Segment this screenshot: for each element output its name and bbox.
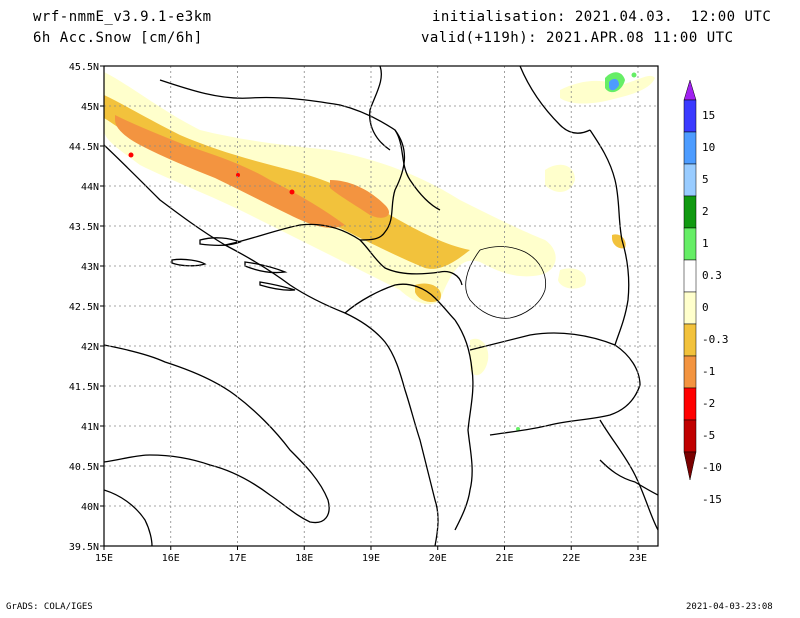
lon-label: 19E (362, 553, 380, 564)
snow-extreme-spot (289, 189, 295, 195)
colorbar-label: 10 (702, 141, 715, 154)
colorbar-label: -15 (702, 493, 722, 506)
colorbar-label: 15 (702, 109, 715, 122)
border-albania-east (454, 319, 474, 531)
valid-time: valid(+119h): 2021.APR.08 11:00 UTC (421, 30, 734, 46)
lat-label: 45N (81, 102, 99, 113)
italy-coast (104, 344, 330, 524)
lon-label: 15E (95, 553, 113, 564)
colorbar-swatch (683, 323, 697, 357)
colorbar-arrow-top (683, 79, 697, 101)
colorbar-label: 0.3 (702, 269, 722, 282)
graticule (104, 66, 658, 546)
lon-label: 18E (295, 553, 313, 564)
lon-label: 23E (629, 553, 647, 564)
border-serbia (359, 129, 406, 241)
lat-label: 43.5N (69, 222, 99, 233)
grads-credit: GrADS: COLA/IGES (6, 602, 93, 612)
model-title: wrf-nmmE_v3.9.1-e3km (33, 9, 212, 25)
colorbar-swatch (683, 355, 697, 389)
border-greece (599, 419, 658, 531)
island (244, 261, 288, 274)
snow-extreme-spot (236, 173, 240, 177)
lat-label: 39.5N (69, 542, 99, 553)
colorbar-label: -1 (702, 365, 715, 378)
colorbar-label: -2 (702, 397, 715, 410)
snow-light-south (470, 338, 489, 376)
initialisation-time: initialisation: 2021.04.03. 12:00 UTC (432, 9, 772, 25)
italy-heel (104, 489, 153, 546)
lat-label: 42N (81, 342, 99, 353)
colorbar-label: 0 (702, 301, 709, 314)
snow-field (104, 72, 655, 431)
border-serbia-bulgaria (589, 129, 630, 346)
colorbar-label: -10 (702, 461, 722, 474)
lat-label: 40N (81, 502, 99, 513)
border-croatia-bosnia (159, 79, 441, 211)
snow-moderate-area (104, 95, 470, 269)
colorbar: 15 10 5 2 1 0.3 0 -0.3 -1 -2 -5 -10 -15 (683, 79, 729, 506)
lon-label: 22E (562, 553, 580, 564)
island (259, 281, 296, 291)
border-kosovo (465, 246, 547, 319)
colorbar-label: 5 (702, 173, 709, 186)
colorbar-label: -5 (702, 429, 715, 442)
colorbar-label: 2 (702, 205, 709, 218)
lon-label: 16E (162, 553, 180, 564)
lon-label: 17E (228, 553, 246, 564)
snow-light-kosovo (558, 268, 586, 289)
border-bosnia-montenegro (224, 223, 463, 286)
snow-green-spot (631, 72, 637, 78)
border-north (369, 66, 391, 151)
colorbar-swatch (683, 163, 697, 197)
colorbar-swatch (683, 99, 697, 133)
border-romania (519, 66, 591, 134)
snow-blue-spot (609, 78, 619, 91)
lat-label: 41.5N (69, 382, 99, 393)
island (171, 258, 207, 267)
snow-heavy-area (115, 115, 345, 228)
colorbar-swatch (683, 227, 697, 261)
snow-green-spot (516, 427, 520, 431)
geography-lines (104, 66, 658, 546)
border-macedonia (469, 332, 641, 436)
lat-label: 43N (81, 262, 99, 273)
axis-ticks: 15E 16E 17E 18E 19E 20E 21E 22E 23E 45.5N 45N 44.5N… (69, 62, 647, 564)
adriatic-east-coast (104, 144, 439, 546)
colorbar-swatch (683, 419, 697, 453)
lat-label: 45.5N (69, 62, 99, 73)
lat-label: 44N (81, 182, 99, 193)
colorbar-swatch (683, 291, 697, 325)
snow-extreme-spot (128, 152, 134, 158)
lat-label: 42.5N (69, 302, 99, 313)
lat-label: 44.5N (69, 142, 99, 153)
lon-label: 20E (429, 553, 447, 564)
snow-heavy-east (330, 180, 390, 218)
colorbar-swatch (683, 195, 697, 229)
colorbar-swatch (683, 259, 697, 293)
field-title: 6h Acc.Snow [cm/6h] (33, 30, 203, 46)
colorbar-swatch (683, 131, 697, 165)
lat-label: 41N (81, 422, 99, 433)
lon-label: 21E (495, 553, 513, 564)
render-timestamp: 2021-04-03-23:08 (686, 602, 773, 612)
greece-aegean-coast (599, 459, 658, 496)
colorbar-arrow-bottom (683, 451, 697, 481)
lat-label: 40.5N (69, 462, 99, 473)
colorbar-label: -0.3 (702, 333, 729, 346)
snow-light-east (545, 164, 575, 192)
colorbar-label: 1 (702, 237, 709, 250)
colorbar-swatch (683, 387, 697, 421)
border-montenegro-albania (344, 283, 456, 321)
